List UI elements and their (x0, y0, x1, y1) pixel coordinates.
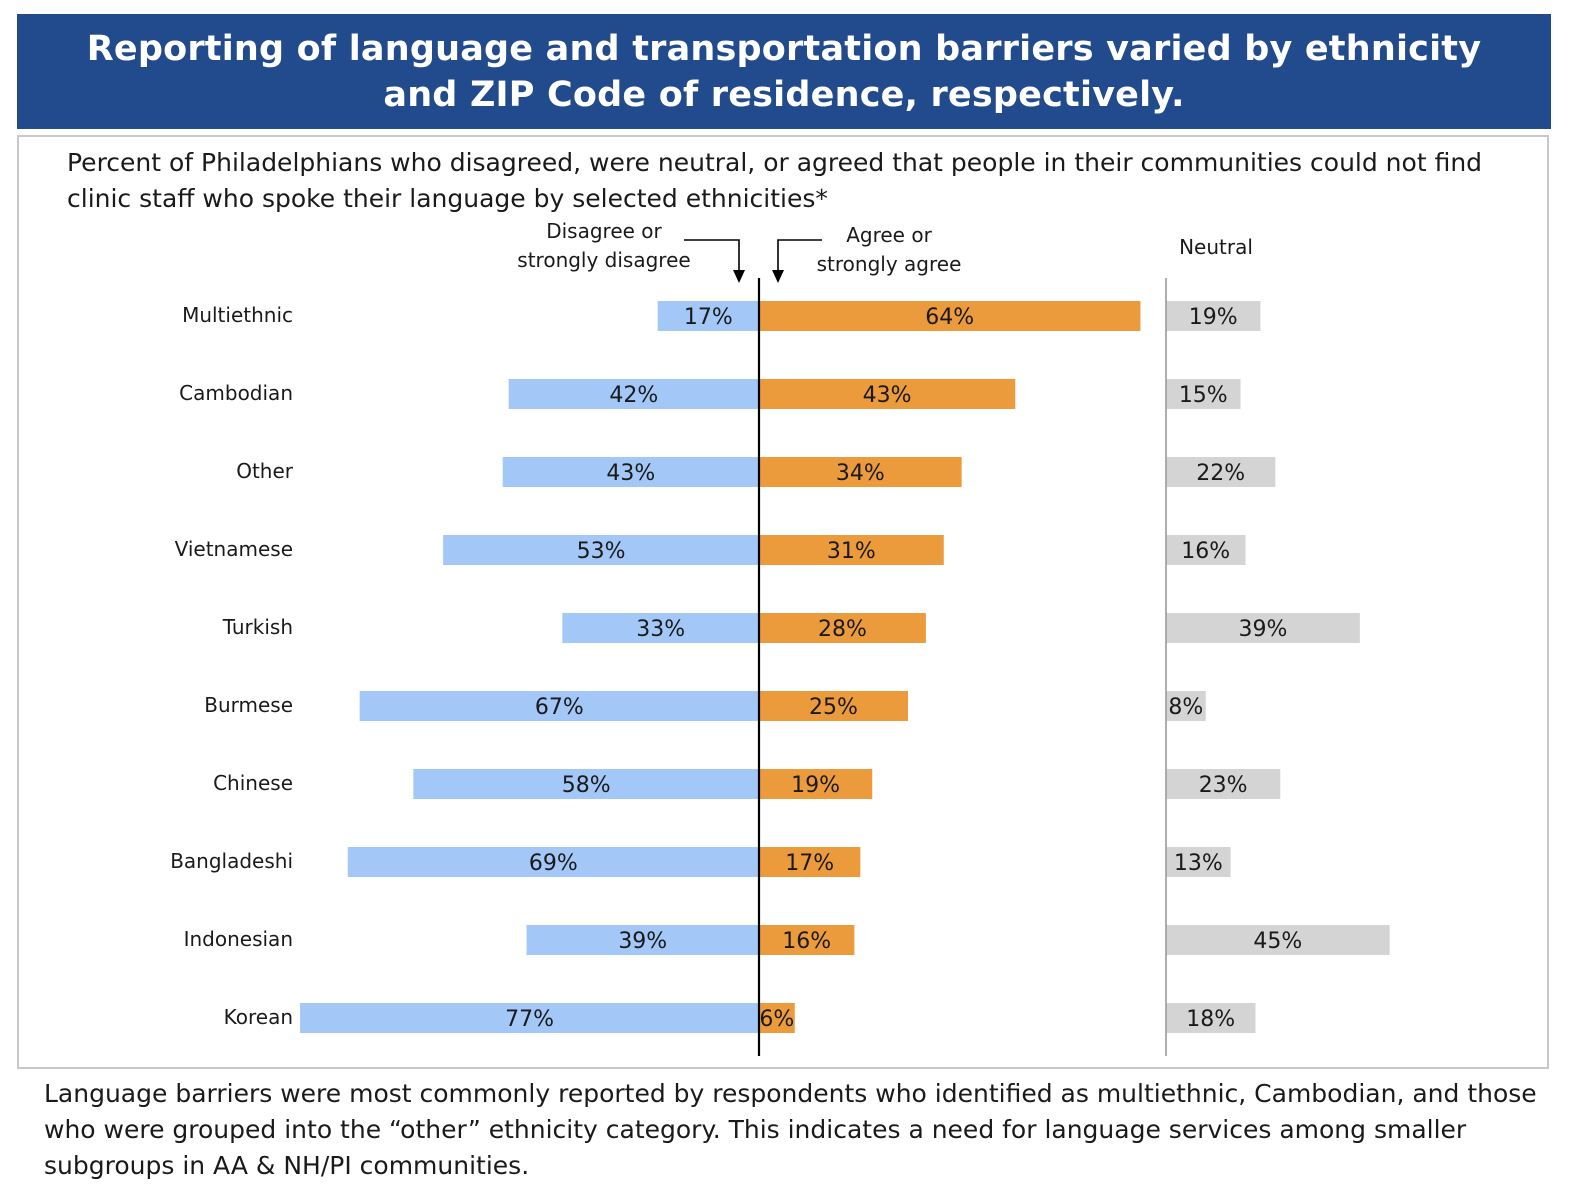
value-agree-cambodian: 43% (863, 383, 912, 408)
bar-disagree-turkish (562, 613, 759, 643)
value-disagree-chinese: 58% (562, 773, 611, 798)
bar-disagree-multiethnic (657, 301, 759, 331)
category-label-burmese: Burmese (204, 693, 293, 717)
category-label-chinese: Chinese (213, 771, 293, 795)
chart-header: Reporting of language and transportation… (17, 14, 1551, 129)
bar-disagree-bangladeshi (347, 847, 759, 877)
bar-neutral-vietnamese (1166, 535, 1246, 565)
category-label-indonesian: Indonesian (184, 927, 293, 951)
legend-disagree-line2: strongly disagree (517, 248, 690, 272)
value-disagree-turkish: 33% (636, 617, 685, 642)
bar-disagree-korean (300, 1003, 759, 1033)
chart-footnote: Language barriers were most commonly rep… (44, 1079, 1537, 1180)
bar-disagree-chinese (413, 769, 759, 799)
value-disagree-cambodian: 42% (609, 383, 658, 408)
legend-neutral: Neutral (1179, 235, 1253, 259)
value-neutral-indonesian: 45% (1253, 929, 1302, 954)
value-disagree-bangladeshi: 69% (529, 851, 578, 876)
value-agree-chinese: 19% (791, 773, 840, 798)
bar-agree-multiethnic (759, 301, 1141, 331)
value-agree-indonesian: 16% (782, 929, 831, 954)
value-disagree-vietnamese: 53% (577, 539, 626, 564)
bars-layer: Multiethnic 17% 64% 19% Cambodian 42% 43% 15% Ot… (170, 301, 1390, 1033)
legend-agree-line1: Agree or (846, 223, 932, 247)
value-agree-turkish: 28% (818, 617, 867, 642)
value-agree-korean: 6% (759, 1007, 794, 1032)
legend-disagree-arrowhead-icon (733, 270, 745, 283)
legend-disagree-arrow-icon (684, 239, 740, 272)
value-agree-vietnamese: 31% (827, 539, 876, 564)
bar-neutral-turkish (1166, 613, 1360, 643)
value-agree-burmese: 25% (809, 695, 858, 720)
bar-disagree-burmese (359, 691, 759, 721)
bar-agree-other (759, 457, 962, 487)
value-disagree-korean: 77% (505, 1007, 554, 1032)
value-neutral-chinese: 23% (1199, 773, 1248, 798)
bar-neutral-korean (1166, 1003, 1256, 1033)
value-agree-multiethnic: 64% (925, 305, 974, 330)
value-neutral-bangladeshi: 13% (1174, 851, 1223, 876)
chart-panel (17, 135, 1549, 1069)
bar-neutral-other (1166, 457, 1276, 487)
category-label-vietnamese: Vietnamese (175, 537, 293, 561)
bar-disagree-vietnamese (443, 535, 759, 565)
bar-agree-cambodian (759, 379, 1016, 409)
bar-agree-burmese (759, 691, 908, 721)
bar-neutral-cambodian (1166, 379, 1241, 409)
bar-agree-bangladeshi (759, 847, 861, 877)
legend: Disagree or strongly disagree Agree or s… (517, 219, 1253, 283)
bar-disagree-cambodian (508, 379, 759, 409)
bar-neutral-chinese (1166, 769, 1281, 799)
value-neutral-multiethnic: 19% (1189, 305, 1238, 330)
value-neutral-other: 22% (1196, 461, 1245, 486)
value-neutral-turkish: 39% (1238, 617, 1287, 642)
value-agree-bangladeshi: 17% (785, 851, 834, 876)
value-agree-other: 34% (836, 461, 885, 486)
bar-disagree-other (502, 457, 759, 487)
value-disagree-other: 43% (606, 461, 655, 486)
category-label-other: Other (236, 459, 294, 483)
bar-agree-turkish (759, 613, 926, 643)
category-label-bangladeshi: Bangladeshi (170, 849, 293, 873)
bar-disagree-indonesian (526, 925, 759, 955)
legend-agree-arrowhead-icon (772, 270, 784, 283)
value-disagree-indonesian: 39% (618, 929, 667, 954)
value-disagree-multiethnic: 17% (684, 305, 733, 330)
bar-neutral-burmese (1166, 691, 1206, 721)
bar-neutral-indonesian (1166, 925, 1390, 955)
category-label-turkish: Turkish (222, 615, 293, 639)
legend-agree-arrow-icon (777, 239, 822, 272)
bar-agree-chinese (759, 769, 873, 799)
chart-subtitle: Percent of Philadelphians who disagreed,… (67, 148, 1483, 213)
bar-neutral-multiethnic (1166, 301, 1261, 331)
legend-disagree-line1: Disagree or (546, 219, 662, 243)
legend-agree-line2: strongly agree (817, 252, 962, 276)
bar-neutral-bangladeshi (1166, 847, 1231, 877)
category-label-multiethnic: Multiethnic (182, 303, 293, 327)
value-neutral-korean: 18% (1186, 1007, 1235, 1032)
bar-agree-indonesian (759, 925, 855, 955)
chart-title: Reporting of language and transportation… (86, 28, 1482, 115)
bar-agree-korean (759, 1003, 795, 1033)
value-neutral-cambodian: 15% (1179, 383, 1228, 408)
value-disagree-burmese: 67% (535, 695, 584, 720)
value-neutral-burmese: 8% (1168, 695, 1203, 720)
bar-agree-vietnamese (759, 535, 944, 565)
category-label-cambodian: Cambodian (179, 381, 293, 405)
value-neutral-vietnamese: 16% (1181, 539, 1230, 564)
category-label-korean: Korean (224, 1005, 293, 1029)
